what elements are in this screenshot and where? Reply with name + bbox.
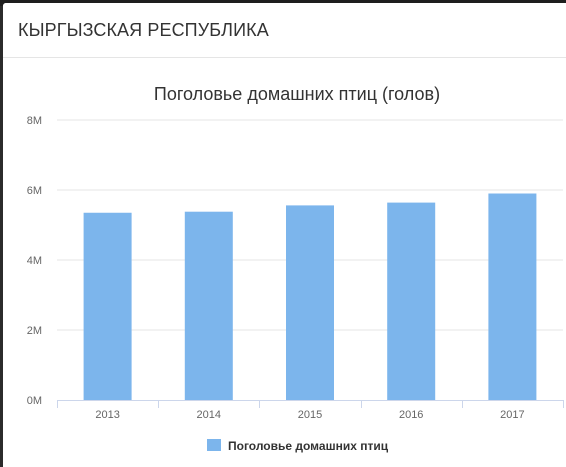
- y-tick-label: 2M: [27, 325, 42, 337]
- bar[interactable]: [387, 202, 436, 400]
- bar[interactable]: [83, 212, 132, 400]
- chart-title: Поголовье домашних птиц (голов): [154, 84, 440, 104]
- bar-chart: Поголовье домашних птиц (голов) 0M 2M 4M 6M…: [27, 84, 564, 453]
- x-tick-label: 2014: [197, 409, 221, 421]
- chart-panel: КЫРГЫЗСКАЯ РЕСПУБЛИКА Поголовье домашних…: [3, 3, 566, 467]
- x-tick-label: 2013: [95, 409, 119, 421]
- bar[interactable]: [184, 211, 233, 400]
- y-tick-label: 6M: [27, 185, 42, 197]
- x-tick-label: 2015: [298, 409, 322, 421]
- bars: [83, 193, 537, 401]
- y-tick-label: 8M: [27, 115, 42, 127]
- legend-item[interactable]: Поголовье домашних птиц: [207, 439, 389, 453]
- panel-header: КЫРГЫЗСКАЯ РЕСПУБЛИКА: [3, 3, 566, 58]
- panel-title: КЫРГЫЗСКАЯ РЕСПУБЛИКА: [18, 20, 269, 40]
- x-axis: 2013 2014 2015 2016 2017: [57, 400, 564, 421]
- chart-container: Поголовье домашних птиц (голов) 0M 2M 4M 6M…: [3, 63, 566, 467]
- bar[interactable]: [488, 193, 537, 401]
- x-tick-label: 2017: [500, 409, 524, 421]
- x-tick-label: 2016: [399, 409, 423, 421]
- legend-swatch: [207, 439, 221, 451]
- y-tick-label: 0M: [27, 395, 42, 407]
- legend[interactable]: Поголовье домашних птиц: [207, 439, 389, 453]
- bar[interactable]: [286, 205, 334, 400]
- y-tick-label: 4M: [27, 255, 42, 267]
- y-axis-ticks: 0M 2M 4M 6M 8M: [27, 115, 42, 407]
- legend-label: Поголовье домашних птиц: [228, 439, 389, 453]
